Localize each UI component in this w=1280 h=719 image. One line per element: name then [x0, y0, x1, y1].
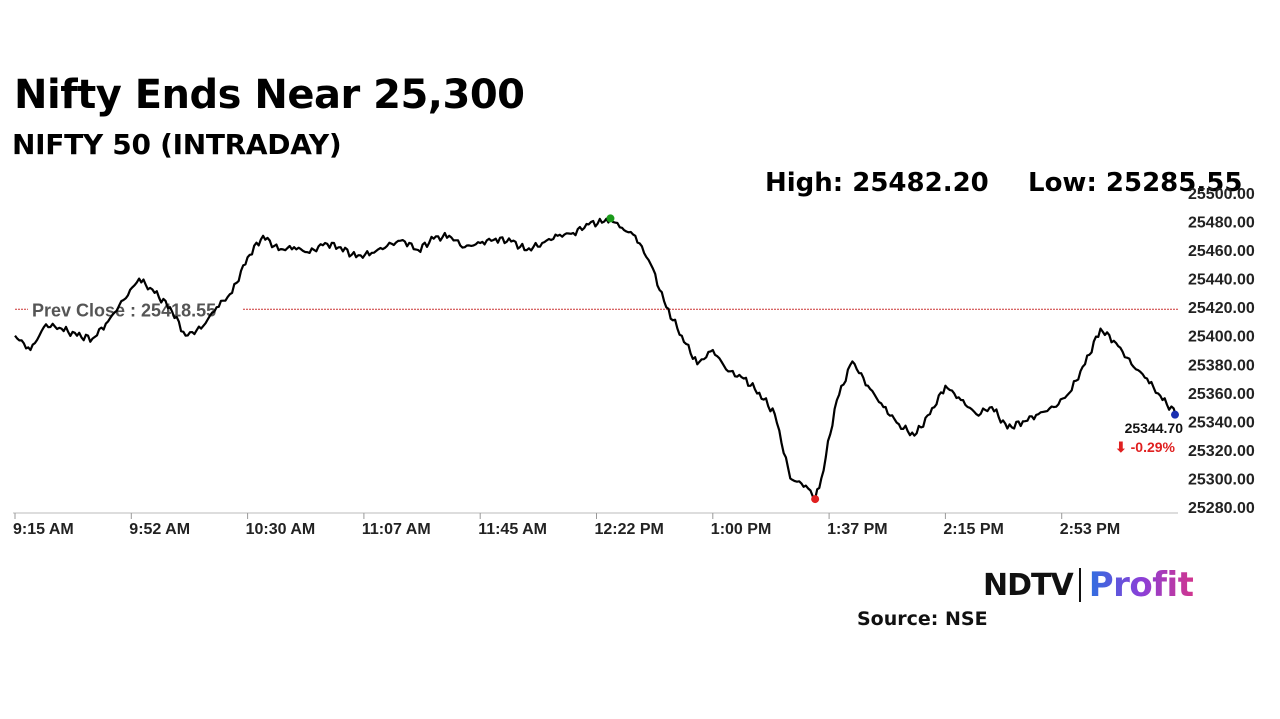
x-tick-label: 1:37 PM	[827, 521, 887, 538]
prev-close-label-bg	[28, 296, 242, 319]
y-tick-label: 25400.00	[1188, 329, 1255, 346]
x-tick-label: 10:30 AM	[246, 521, 316, 538]
y-tick-label: 25360.00	[1188, 386, 1255, 403]
x-tick-label: 12:22 PM	[595, 521, 664, 538]
y-tick-label: 25500.00	[1188, 186, 1255, 203]
y-tick-label: 25460.00	[1188, 243, 1255, 260]
last-price-label: 25344.70	[1125, 420, 1184, 436]
y-tick-label: 25340.00	[1188, 414, 1255, 431]
y-tick-label: 25300.00	[1188, 471, 1255, 488]
prev-close-label: Prev Close : 25418.55	[32, 300, 216, 320]
logo-profit-text: Profit	[1088, 565, 1194, 605]
x-tick-label: 2:15 PM	[943, 521, 1003, 538]
chart-title: Nifty Ends Near 25,300	[14, 72, 525, 118]
day-high-marker	[606, 214, 615, 223]
chart-subtitle: NIFTY 50 (INTRADAY)	[12, 128, 342, 161]
y-tick-label: 25480.00	[1188, 215, 1255, 232]
source-note: Source: NSE	[857, 608, 988, 630]
y-tick-label: 25320.00	[1188, 443, 1255, 460]
x-tick-label: 2:53 PM	[1060, 521, 1120, 538]
y-tick-label: 25280.00	[1188, 500, 1255, 517]
x-tick-label: 1:00 PM	[711, 521, 771, 538]
x-tick-label: 11:07 AM	[362, 521, 431, 538]
x-tick-label: 11:45 AM	[478, 521, 547, 538]
x-tick-label: 9:15 AM	[13, 521, 74, 538]
y-tick-label: 25380.00	[1188, 357, 1255, 374]
y-tick-label: 25440.00	[1188, 272, 1255, 289]
nifty-price-line	[14, 217, 1179, 501]
low-stat: Low: 25285.55	[1028, 168, 1243, 198]
last-price-marker	[1171, 410, 1179, 419]
change-percent-label: ⬇ -0.29%	[1115, 439, 1176, 455]
day-low-marker	[811, 495, 820, 504]
ndtv-profit-logo: NDTV Profit	[983, 565, 1194, 605]
logo-ndtv-text: NDTV	[983, 567, 1074, 603]
logo-divider	[1078, 568, 1081, 602]
x-tick-label: 9:52 AM	[129, 521, 190, 538]
y-tick-label: 25420.00	[1188, 300, 1255, 317]
high-stat: High: 25482.20	[765, 168, 989, 198]
